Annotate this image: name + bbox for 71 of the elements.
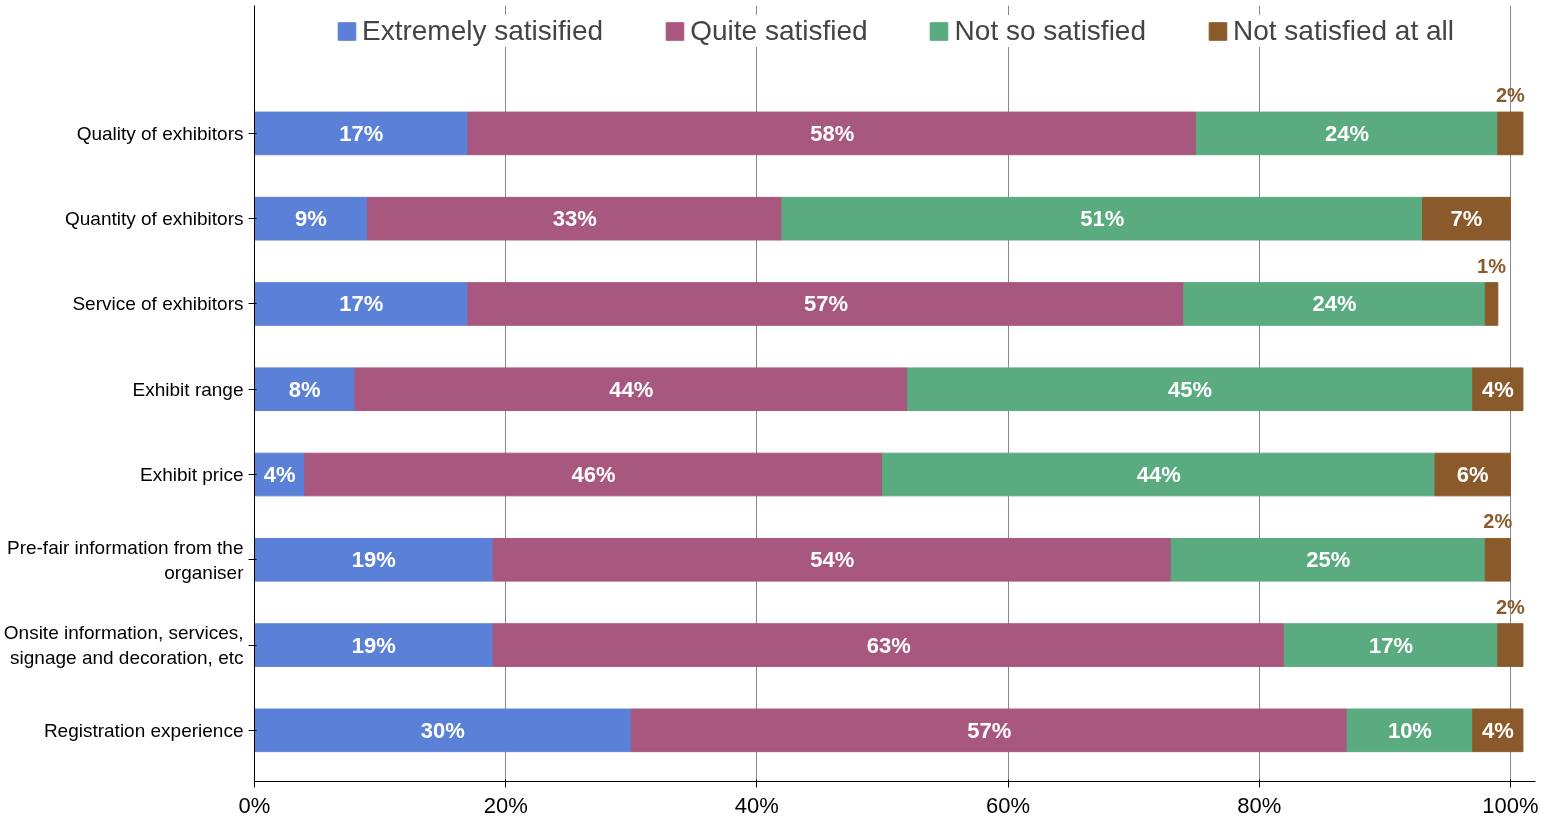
data-label: 24%: [1312, 291, 1357, 317]
bar: [492, 537, 1172, 582]
bar: [881, 452, 1436, 497]
y-tick-label: Onsite information, services, signage and decoration, etc: [3, 621, 244, 669]
data-label: 45%: [1168, 376, 1213, 402]
data-label: 54%: [810, 547, 855, 573]
y-tick-label: Quality of exhibitors: [76, 122, 244, 144]
bar: [354, 367, 909, 412]
y-tick-label: Quantity of exhibitors: [65, 208, 244, 230]
bar: [1183, 282, 1486, 326]
legend-label: Not so satisfied: [954, 15, 1147, 47]
y-tick-label: Service of exhibitors: [72, 293, 244, 315]
data-label: 44%: [609, 376, 654, 402]
x-tick-label: 40%: [734, 792, 779, 818]
bar: [1497, 623, 1524, 667]
x-tick-label: 0%: [238, 792, 271, 818]
bar: [254, 708, 632, 753]
x-tick-label: 80%: [1237, 792, 1282, 818]
data-label: 7%: [1450, 206, 1483, 232]
bar: [781, 196, 1423, 241]
bar: [254, 623, 494, 667]
data-label: 58%: [810, 120, 855, 146]
legend-label: Extremely satisified: [361, 15, 604, 47]
data-label: 25%: [1306, 547, 1351, 573]
data-label: 4%: [263, 462, 296, 488]
bar: [254, 537, 494, 582]
data-label: 8%: [288, 376, 321, 402]
bar: [467, 111, 1197, 156]
bar: [1497, 111, 1524, 156]
data-label: 4%: [1481, 717, 1514, 743]
data-label: 51%: [1080, 206, 1125, 232]
data-label: 1%: [1477, 254, 1507, 277]
data-label: 10%: [1387, 717, 1432, 743]
data-label: 24%: [1325, 120, 1370, 146]
bar: [254, 111, 469, 156]
data-label: 17%: [339, 291, 384, 317]
x-tick-label: 100%: [1482, 792, 1539, 818]
data-label: 19%: [351, 547, 396, 573]
data-label: 33%: [552, 206, 597, 232]
data-label: 46%: [571, 462, 616, 488]
bar: [367, 196, 783, 241]
data-label: 57%: [803, 291, 848, 317]
data-label: 6%: [1456, 462, 1489, 488]
data-label: 57%: [967, 717, 1012, 743]
legend-label: Quite satisfied: [690, 15, 868, 47]
data-label: 44%: [1136, 462, 1181, 488]
bar: [304, 452, 883, 497]
data-label: 9%: [295, 206, 327, 232]
bar: [467, 282, 1185, 326]
data-label: 4%: [1481, 376, 1514, 402]
bar: [254, 282, 469, 326]
y-tick-label: Registration experience: [43, 719, 244, 741]
data-label: 63%: [866, 632, 911, 658]
bar: [492, 623, 1285, 667]
y-tick-label: Pre-fair information from the organiser: [6, 536, 245, 583]
x-tick-label: 20%: [483, 792, 528, 818]
y-tick-label: Exhibit price: [140, 464, 244, 486]
legend-label: Not satisfied at all: [1233, 15, 1455, 47]
data-label: 19%: [351, 632, 396, 658]
data-label: 17%: [1369, 632, 1414, 658]
bar: [1195, 111, 1499, 156]
bar: [630, 708, 1348, 753]
data-label: 17%: [339, 120, 384, 146]
bar: [1484, 537, 1511, 582]
bar: [1283, 623, 1499, 667]
data-label: 30%: [420, 717, 465, 743]
bar: [1170, 537, 1486, 582]
bar: [907, 367, 1474, 412]
y-tick-label: Exhibit range: [132, 378, 244, 400]
bar: [1484, 282, 1499, 326]
x-tick-label: 60%: [986, 792, 1031, 818]
